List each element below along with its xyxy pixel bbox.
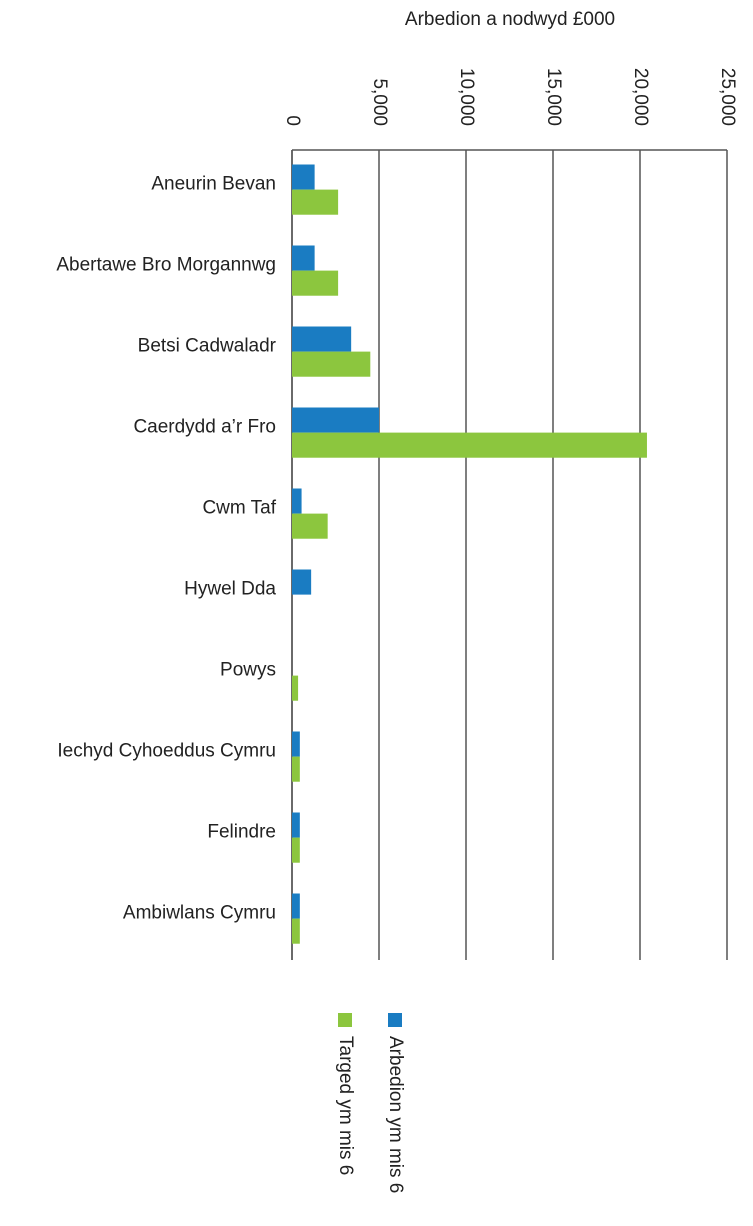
bar xyxy=(292,675,299,701)
bar xyxy=(292,432,647,458)
bar xyxy=(292,326,352,352)
x-tick-label: 25,000 xyxy=(717,68,738,126)
y-tick-label: Hywel Dda xyxy=(184,579,276,600)
bar xyxy=(292,270,339,296)
bar xyxy=(292,513,328,539)
y-tick-label: Caerdydd a’r Fro xyxy=(133,417,276,438)
bar xyxy=(292,488,302,514)
legend-label: Targed ym mis 6 xyxy=(335,1036,356,1175)
bar xyxy=(292,189,339,215)
y-tick-label: Felindre xyxy=(207,822,276,843)
y-tick-label: Ambiwlans Cymru xyxy=(123,903,276,924)
bar xyxy=(292,812,300,838)
bar xyxy=(292,918,300,944)
y-tick-label: Cwm Taf xyxy=(202,498,276,519)
bar xyxy=(292,837,300,863)
legend-swatch xyxy=(388,1013,402,1027)
bar xyxy=(292,731,300,757)
y-tick-label: Powys xyxy=(220,660,276,681)
y-tick-label: Iechyd Cyhoeddus Cymru xyxy=(57,741,276,762)
bar xyxy=(292,351,371,377)
bar xyxy=(292,245,315,271)
bar xyxy=(292,164,315,190)
legend-label: Arbedion ym mis 6 xyxy=(385,1036,406,1193)
x-tick-label: 15,000 xyxy=(543,68,564,126)
y-tick-label: Abertawe Bro Morgannwg xyxy=(56,255,276,276)
x-tick-label: 0 xyxy=(282,115,303,126)
y-tick-label: Betsi Cadwaladr xyxy=(138,336,277,357)
axis-title: Arbedion a nodwyd £000 xyxy=(405,9,615,30)
bar xyxy=(292,407,379,433)
legend-swatch xyxy=(338,1013,352,1027)
x-tick-label: 20,000 xyxy=(630,68,651,126)
y-tick-label: Aneurin Bevan xyxy=(151,174,276,195)
bar xyxy=(292,569,312,595)
bar xyxy=(292,893,300,919)
bar xyxy=(292,756,300,782)
x-tick-label: 5,000 xyxy=(369,78,390,126)
x-tick-label: 10,000 xyxy=(456,68,477,126)
